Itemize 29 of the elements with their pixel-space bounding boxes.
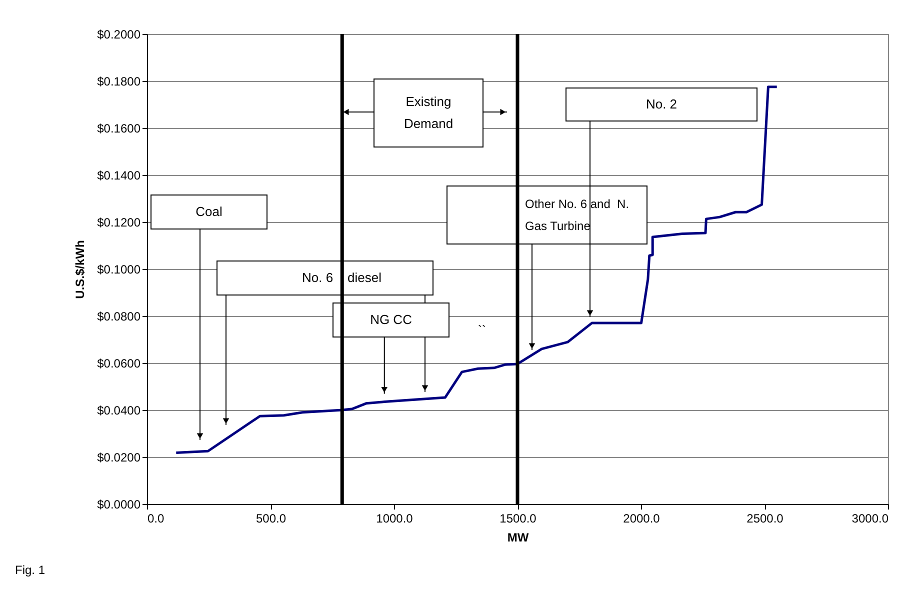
annotation: `` (478, 323, 486, 337)
y-tick-label: $0.0400 (97, 404, 141, 418)
x-tick-label: 0.0 (148, 512, 165, 526)
y-tick-label: $0.1400 (97, 168, 141, 182)
x-tick-label: 1000.0 (376, 512, 414, 526)
x-tick-label: 2500.0 (746, 512, 784, 526)
y-tick-label: $0.1200 (97, 216, 141, 230)
annotation: Other No. 6 and N. Gas Turbine (525, 197, 630, 233)
x-tick-label: 1500.0 (500, 512, 537, 526)
y-tick-label: $0.1600 (97, 122, 141, 136)
annotation: Existing Demand (404, 94, 454, 131)
line-series (174, 86, 778, 454)
x-tick-label: 500.0 (256, 512, 286, 526)
y-tick-label: $0.1800 (97, 74, 141, 88)
y-tick-label: $0.1000 (97, 262, 141, 276)
y-tick-label: $0.0800 (97, 310, 141, 324)
y-tick-label: $0.0000 (97, 498, 141, 512)
x-tick-label: 3000.0 (852, 512, 889, 526)
annotation: Coal (196, 204, 222, 219)
annotation: No. 6 diesel (302, 270, 382, 285)
x-axis-title: MW (507, 530, 530, 544)
y-tick-label: $0.2000 (97, 28, 141, 42)
annotation: No. 2 (646, 96, 678, 112)
x-tick-label: 2000.0 (623, 512, 660, 526)
y-axis-title: U.S.$/kWh (73, 240, 88, 299)
y-tick-label: $0.0600 (97, 356, 141, 370)
y-tick-label: $0.0200 (97, 450, 141, 464)
caption: Fig. 1 (15, 563, 46, 577)
annotation: NG CC (370, 312, 412, 327)
